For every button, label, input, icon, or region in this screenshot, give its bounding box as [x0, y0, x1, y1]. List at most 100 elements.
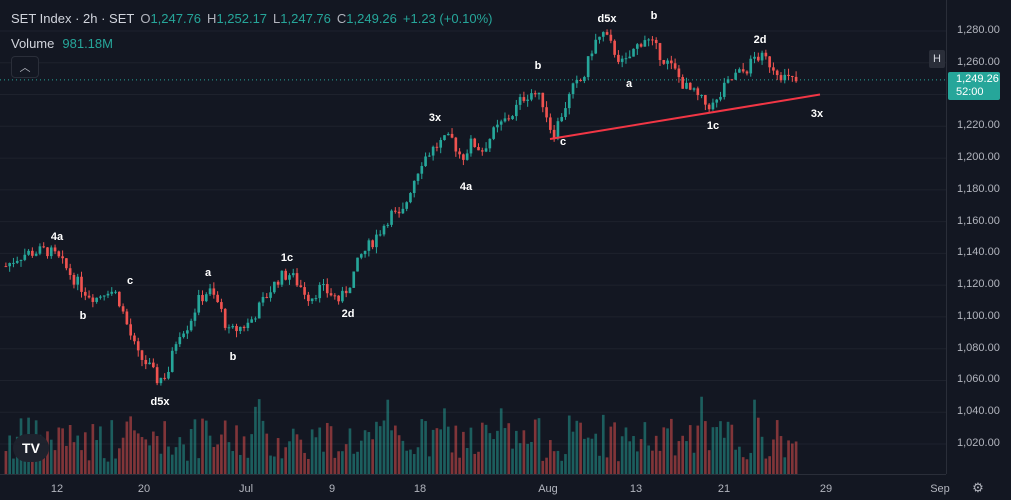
candle-body — [666, 60, 669, 64]
chart-canvas[interactable] — [0, 0, 946, 474]
candle-body — [446, 133, 450, 136]
candle-body — [307, 294, 310, 302]
candle-body — [19, 259, 23, 261]
volume-bar — [787, 440, 790, 474]
volume-bar — [609, 426, 613, 474]
wave-label: b — [650, 10, 658, 22]
price-tick: 1,040.00 — [957, 405, 1000, 418]
volume-bar — [65, 445, 68, 474]
bar-countdown: 52:00 — [956, 86, 984, 98]
candle-body — [212, 288, 216, 295]
volume-bar — [681, 435, 685, 474]
candle-body — [356, 257, 359, 272]
candle-body — [605, 32, 609, 35]
volume-bar — [450, 452, 454, 474]
candle-body — [620, 58, 624, 62]
candle-body — [386, 224, 390, 226]
volume-bar — [337, 451, 340, 474]
candle-body — [560, 117, 564, 122]
candle-body — [435, 146, 439, 148]
candle-body — [344, 290, 348, 294]
volume-bar — [775, 420, 779, 474]
settings-icon[interactable]: ⚙ — [972, 480, 984, 495]
candle-body — [246, 322, 250, 329]
candle-body — [628, 56, 632, 59]
tradingview-logo[interactable]: TV — [13, 434, 49, 462]
candle-body — [412, 180, 416, 194]
candle-body — [651, 39, 654, 41]
candle-body — [564, 108, 567, 118]
volume-label[interactable]: Volume — [11, 36, 55, 51]
candle-body — [231, 326, 235, 328]
candle-body — [46, 247, 49, 257]
volume-bar — [791, 443, 794, 474]
candle-body — [692, 88, 696, 90]
symbol-legend: SET Index · 2h · SET O1,247.76 H1,252.17… — [11, 11, 493, 26]
h-button[interactable]: H — [929, 50, 945, 68]
candle-body — [579, 79, 582, 81]
candle-body — [144, 359, 148, 365]
candle-body — [197, 294, 201, 313]
candle-body — [12, 262, 15, 264]
volume-bar — [12, 458, 15, 474]
volume-bar — [284, 447, 288, 474]
candle-body — [409, 193, 412, 203]
close-value: 1,249.26 — [346, 11, 397, 26]
candle-body — [273, 281, 276, 293]
volume-bar — [280, 458, 284, 474]
time-axis[interactable]: 12 20 Jul 9 18 Aug 13 21 29 Sep — [0, 474, 950, 500]
volume-bar — [121, 437, 125, 474]
price-tick: 1,140.00 — [957, 246, 1000, 259]
volume-bar — [72, 442, 76, 474]
candle-body — [722, 82, 726, 97]
candle-body — [696, 88, 700, 96]
volume-bar — [159, 453, 163, 474]
volume-bar — [594, 433, 598, 474]
volume-bar — [325, 422, 329, 474]
volume-bar — [140, 437, 144, 474]
wave-label: b — [79, 310, 87, 322]
volume-bar — [186, 460, 189, 474]
volume-bar — [363, 430, 367, 474]
volume-bar — [276, 438, 280, 474]
volume-bar — [756, 417, 760, 474]
volume-bar — [730, 424, 734, 474]
volume-bar — [635, 451, 639, 474]
volume-bar — [435, 428, 439, 474]
volume-bar — [685, 441, 688, 474]
candle-body — [787, 74, 790, 76]
candle-body — [473, 138, 477, 148]
volume-legend: Volume 981.18M — [11, 36, 113, 51]
candle-body — [8, 263, 11, 267]
volume-bar — [197, 458, 201, 474]
wave-label: 3x — [428, 112, 442, 124]
time-tick: 12 — [50, 483, 64, 495]
volume-bar — [136, 433, 140, 474]
collapse-legend-button[interactable]: ︿ — [11, 56, 39, 78]
candle-body — [314, 298, 318, 300]
volume-bar — [49, 439, 53, 474]
candle-body — [658, 43, 662, 61]
candle-body — [575, 79, 579, 84]
candle-body — [609, 34, 613, 41]
candle-body — [99, 296, 102, 298]
volume-bar — [242, 436, 246, 474]
candle-body — [416, 173, 420, 181]
volume-bar — [533, 419, 537, 474]
volume-bar — [68, 424, 72, 474]
candle-body — [348, 287, 352, 294]
candle-body — [61, 256, 64, 259]
candle-body — [95, 297, 98, 302]
candle-body — [371, 240, 374, 248]
volume-bar — [518, 443, 522, 474]
symbol-title[interactable]: SET Index · 2h · SET — [11, 11, 135, 26]
candle-body — [719, 96, 722, 100]
volume-bar — [333, 457, 337, 474]
candle-body — [431, 146, 435, 156]
volume-bar — [458, 457, 461, 474]
candle-body — [428, 155, 431, 157]
volume-bar — [148, 445, 151, 474]
volume-bar — [722, 437, 726, 474]
candle-body — [375, 234, 378, 248]
volume-bar — [488, 433, 492, 474]
